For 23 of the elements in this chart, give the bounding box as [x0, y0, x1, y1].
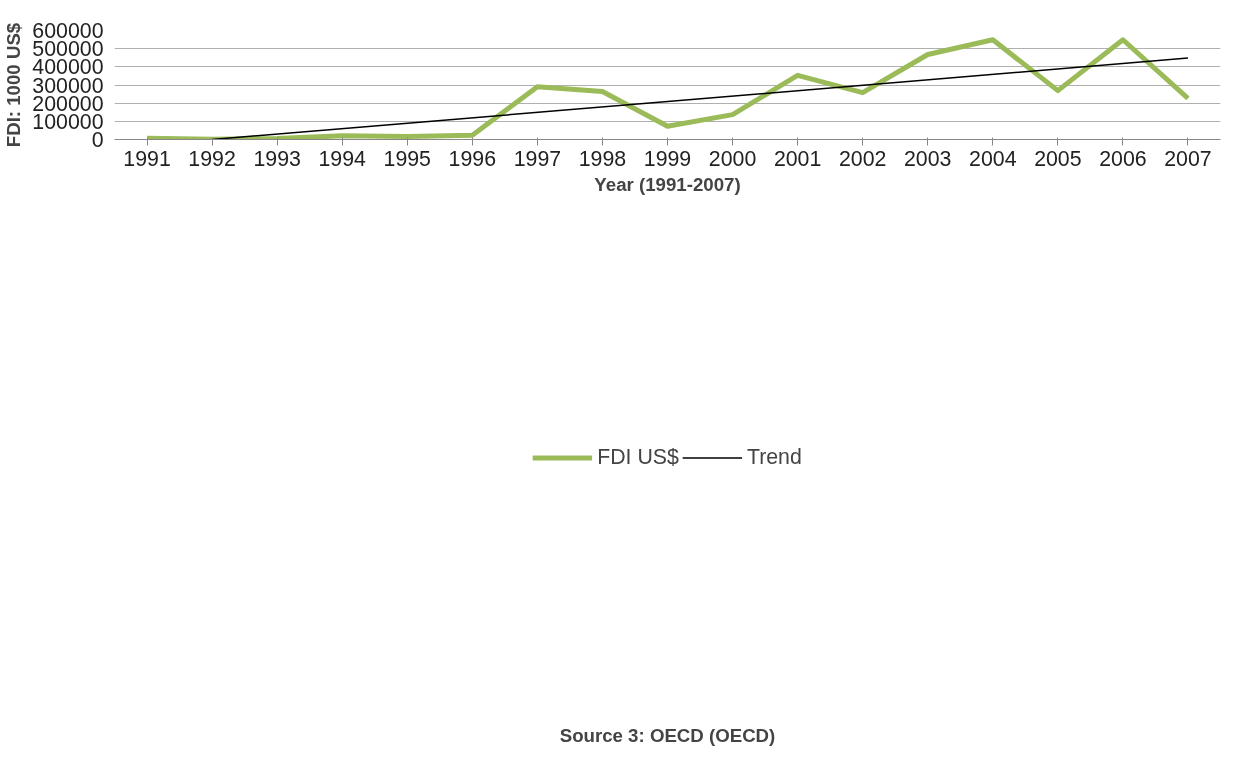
x-tick-label: 2004: [969, 146, 1017, 171]
x-tick-label: 2005: [1034, 146, 1082, 171]
x-tick-label: 1998: [578, 146, 627, 171]
x-tick-label: 1993: [253, 146, 301, 171]
legend-label: FDI US$: [597, 444, 679, 470]
y-axis-title: FDI: 1000 US$: [3, 22, 25, 148]
x-tick-label: 2000: [708, 146, 757, 171]
x-tick-label: 1997: [513, 146, 562, 171]
x-tick-label: 2001: [773, 146, 822, 171]
x-tick-label: 1991: [123, 146, 171, 171]
source-note: Source 3: OECD (OECD): [559, 724, 776, 746]
x-tick-label: 2003: [904, 146, 952, 171]
y-tick-label: 0: [91, 128, 104, 152]
x-tick-label: 1994: [318, 146, 367, 171]
x-tick-label: 2002: [838, 146, 887, 171]
x-tick-label: 1992: [188, 146, 236, 171]
x-tick-label: 1999: [643, 146, 692, 171]
x-tick-label: 2006: [1099, 146, 1147, 171]
legend-label: Trend: [746, 444, 802, 470]
x-tick-label: 2007: [1164, 146, 1212, 171]
x-tick-label: 1995: [383, 146, 431, 171]
x-axis-title: Year (1991-2007): [594, 173, 741, 195]
x-tick-label: 1996: [448, 146, 497, 171]
